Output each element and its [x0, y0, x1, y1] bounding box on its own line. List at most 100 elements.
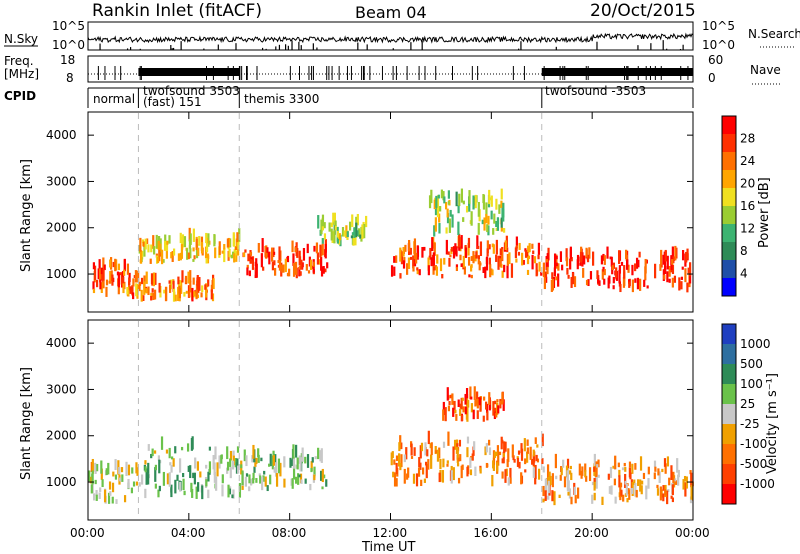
nsearch-tick-top: 10^5 — [702, 19, 735, 33]
heatmap-cell — [610, 485, 613, 495]
heatmap-cell — [393, 459, 396, 465]
heatmap-cell — [686, 248, 689, 260]
heatmap-cell — [178, 285, 181, 294]
heatmap-cell — [638, 251, 641, 258]
heatmap-cell — [668, 278, 671, 283]
heatmap-cell — [101, 479, 104, 488]
heatmap-cell — [498, 204, 501, 214]
heatmap-cell — [666, 271, 669, 283]
heatmap-cell — [524, 248, 527, 252]
heatmap-cell — [195, 486, 198, 499]
heatmap-cell — [442, 441, 446, 448]
heatmap-cell — [122, 276, 125, 284]
heatmap-cell — [459, 254, 462, 261]
heatmap-cell — [191, 287, 194, 302]
heatmap-cell — [567, 274, 570, 279]
heatmap-cell — [479, 262, 482, 266]
heatmap-cell — [197, 482, 200, 492]
heatmap-cell — [618, 469, 621, 477]
heatmap-cell — [162, 259, 165, 263]
heatmap-cell — [187, 271, 190, 284]
heatmap-cell — [171, 456, 174, 460]
heatmap-cell — [265, 245, 268, 259]
heatmap-cell — [294, 261, 298, 275]
heatmap-cell — [586, 256, 589, 261]
heatmap-cell — [298, 265, 302, 270]
heatmap-cell — [535, 263, 538, 277]
heatmap-cell — [674, 478, 677, 482]
heatmap-cell — [482, 415, 485, 422]
heatmap-cell — [659, 264, 662, 271]
heatmap-cell — [528, 243, 531, 253]
heatmap-cell — [485, 443, 488, 453]
heatmap-cell — [500, 249, 504, 261]
heatmap-cell — [424, 442, 427, 456]
heatmap-cell — [491, 243, 494, 248]
heatmap-cell — [112, 471, 115, 477]
heatmap-cell — [180, 244, 184, 259]
heatmap-cell — [321, 214, 325, 227]
heatmap-cell — [169, 462, 172, 466]
heatmap-cell — [477, 245, 480, 249]
heatmap-cell — [164, 234, 167, 247]
heatmap-cell — [537, 254, 540, 260]
heatmap-cell — [622, 494, 625, 502]
heatmap-cell — [91, 458, 94, 474]
heatmap-cell — [495, 198, 498, 210]
heatmap-cell — [413, 254, 417, 267]
heatmap-cell — [172, 248, 176, 256]
heatmap-cell — [423, 478, 426, 483]
heatmap-cell — [299, 457, 302, 472]
heatmap-cell — [192, 258, 195, 262]
heatmap-cell — [531, 243, 534, 249]
heatmap-cell — [619, 482, 623, 488]
heatmap-cell — [123, 258, 126, 272]
heatmap-cell — [323, 233, 327, 240]
heatmap-cell — [170, 465, 173, 473]
heatmap-cell — [138, 482, 141, 487]
heatmap-cell — [154, 467, 157, 482]
heatmap-cell — [150, 244, 153, 253]
heatmap-cell — [470, 211, 473, 226]
heatmap-cell — [333, 229, 336, 244]
heatmap-cell — [321, 468, 324, 483]
heatmap-cell — [459, 403, 462, 409]
heatmap-cell — [140, 474, 144, 485]
heatmap-cell — [243, 449, 246, 462]
heatmap-cell — [643, 279, 646, 287]
heatmap-cell — [515, 236, 518, 249]
heatmap-cell — [484, 266, 487, 279]
heatmap-cell — [255, 263, 258, 278]
heatmap-cell — [421, 467, 425, 475]
beam-title: Beam 04 — [355, 3, 427, 22]
heatmap-cell — [112, 261, 115, 268]
heatmap-cell — [619, 487, 622, 501]
heatmap-cell — [249, 258, 252, 264]
power-ylabel: Slant Range [km] — [19, 159, 34, 272]
heatmap-cell — [496, 462, 499, 472]
heatmap-cell — [507, 448, 510, 462]
heatmap-cell — [294, 247, 297, 253]
colorbar-swatch — [722, 206, 736, 224]
heatmap-cell — [297, 460, 301, 464]
heatmap-cell — [420, 442, 424, 452]
heatmap-cell — [245, 473, 249, 477]
cpid-mode-twofsound: twofsound 3503 — [143, 84, 240, 98]
heatmap-cell — [554, 453, 557, 469]
heatmap-cell — [457, 221, 460, 236]
heatmap-cell — [103, 264, 106, 271]
heatmap-cell — [446, 208, 449, 218]
heatmap-cell — [476, 391, 479, 405]
heatmap-cell — [488, 189, 491, 205]
heatmap-cell — [631, 463, 634, 474]
heatmap-cell — [478, 397, 481, 406]
heatmap-cell — [483, 396, 486, 401]
colorbar-swatch — [722, 484, 736, 504]
heatmap-cell — [393, 472, 397, 487]
heatmap-cell — [255, 478, 258, 483]
heatmap-cell — [598, 280, 601, 286]
nsky-tick-bottom: 10^0 — [52, 38, 85, 52]
heatmap-cell — [299, 271, 302, 276]
heatmap-cell — [608, 275, 611, 284]
